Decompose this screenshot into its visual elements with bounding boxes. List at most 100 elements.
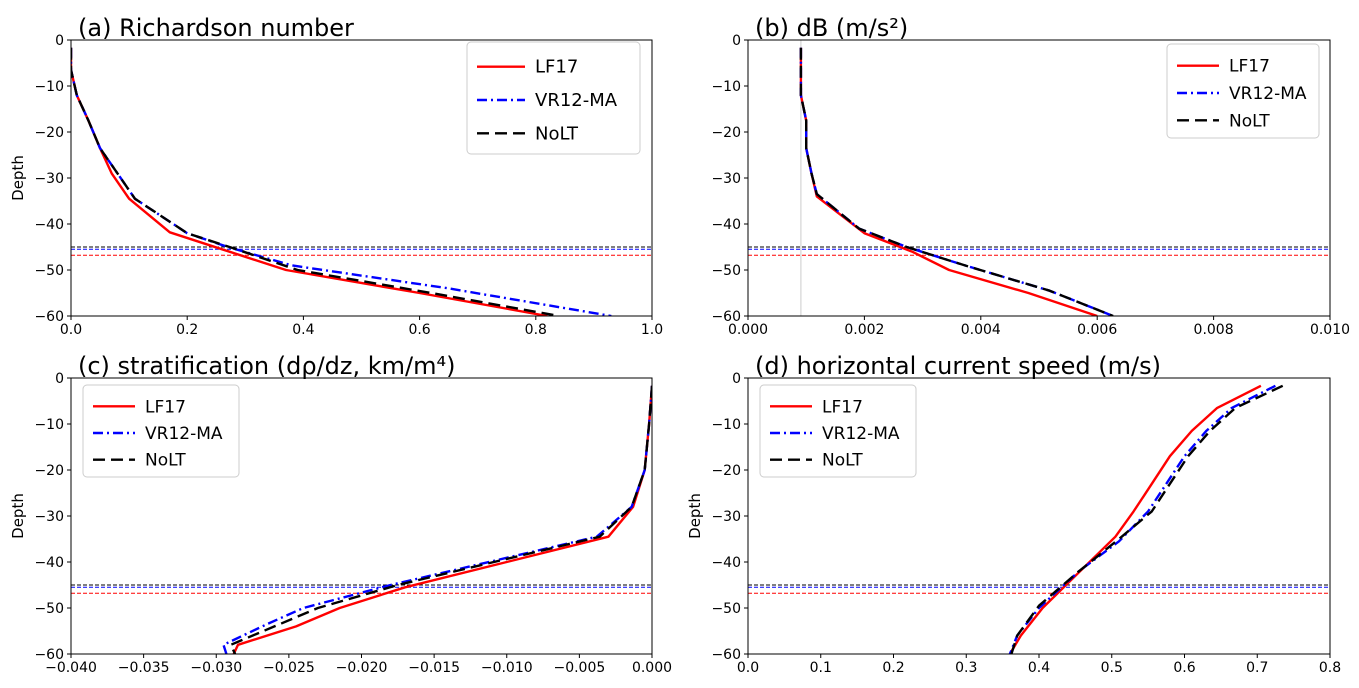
legend-label-nolt: NoLT	[535, 123, 579, 144]
series-line-lf17	[232, 385, 652, 654]
series-line-nolt	[71, 47, 560, 316]
legend: LF17 VR12-MA NoLT	[466, 41, 641, 155]
x-tick-label: −0.015	[408, 660, 460, 676]
x-tick-label: 0.004	[961, 322, 1001, 338]
chart-panel-2: −0.040 −0.035 −0.030 −0.025 −0.020 −0.015 −0.0…	[9, 352, 672, 676]
y-tick-label: −60	[711, 309, 741, 325]
y-tick-label: −60	[711, 647, 741, 663]
y-tick-label: −40	[34, 217, 64, 233]
legend-label-lf17: LF17	[145, 397, 186, 417]
x-tick-label: −0.005	[553, 660, 605, 676]
x-tick-label: −0.040	[45, 660, 97, 676]
y-tick-label: −40	[711, 217, 741, 233]
x-tick-label: −0.035	[118, 660, 170, 676]
series-line-lf17	[1008, 384, 1262, 654]
x-tick-label: 0.5	[1101, 660, 1123, 676]
chart-panel-0: 0.0 0.2 0.4 0.6 0.8 1.0 0 −10 −20 −30 −40 −50 −60 Dep…	[9, 14, 663, 338]
y-tick-label: −20	[711, 125, 741, 141]
y-tick-label: −40	[34, 555, 64, 571]
chart-panel-1: 0.000 0.002 0.004 0.006 0.008 0.010 0 −10 −20 −30…	[711, 14, 1350, 338]
x-tick-label: 0.8	[525, 322, 547, 338]
panel-title: (b) dB (m/s²)	[755, 14, 908, 42]
x-tick-label: 0.2	[176, 322, 198, 338]
x-tick-label: 0.4	[292, 322, 314, 338]
y-tick-label: −30	[711, 171, 741, 187]
legend-box	[1166, 43, 1320, 139]
legend-box	[759, 384, 917, 478]
legend-label-vr12-ma: VR12-MA	[535, 90, 618, 111]
x-tick-label: 0.000	[728, 322, 768, 338]
x-tick-label: 0.6	[408, 322, 430, 338]
x-tick-label: 0.8	[1319, 660, 1341, 676]
y-tick-label: −50	[34, 263, 64, 279]
legend-box	[82, 384, 240, 478]
y-axis-label: Depth	[686, 493, 704, 539]
series-line-nolt	[229, 385, 652, 654]
y-tick-label: −50	[711, 601, 741, 617]
x-tick-label: 0.7	[1246, 660, 1268, 676]
y-tick-label: −30	[34, 509, 64, 525]
legend: LF17 VR12-MA NoLT	[1166, 43, 1320, 139]
legend-label-lf17: LF17	[535, 57, 578, 78]
y-tick-label: −50	[711, 263, 741, 279]
x-tick-label: −0.030	[190, 660, 242, 676]
x-tick-label: −0.025	[263, 660, 315, 676]
legend-label-nolt: NoLT	[145, 451, 186, 471]
x-tick-label: −0.010	[481, 660, 533, 676]
series-line-lf17	[799, 47, 1098, 316]
x-tick-label: 0.008	[1194, 322, 1234, 338]
series-line-vr12-ma	[799, 47, 1114, 316]
y-tick-label: −50	[34, 601, 64, 617]
legend-box	[466, 41, 641, 155]
y-tick-label: 0	[732, 33, 741, 49]
legend: LF17 VR12-MA NoLT	[82, 384, 240, 478]
x-tick-label: 0.0	[737, 660, 759, 676]
y-tick-label: −10	[34, 79, 64, 95]
legend-label-vr12-ma: VR12-MA	[822, 424, 900, 444]
y-tick-label: −10	[711, 79, 741, 95]
y-tick-label: 0	[732, 371, 741, 387]
x-tick-label: 0.3	[955, 660, 977, 676]
legend-label-lf17: LF17	[1229, 57, 1270, 77]
y-tick-label: −40	[711, 555, 741, 571]
x-tick-label: 0.010	[1310, 322, 1350, 338]
x-tick-label: 0.0	[60, 322, 82, 338]
panel-title: (a) Richardson number	[78, 14, 354, 42]
legend: LF17 VR12-MA NoLT	[759, 384, 917, 478]
x-tick-label: 0.000	[632, 660, 672, 676]
y-axis-label: Depth	[9, 493, 27, 539]
y-tick-label: −10	[34, 417, 64, 433]
legend-label-vr12-ma: VR12-MA	[145, 424, 223, 444]
y-tick-label: −30	[34, 171, 64, 187]
y-tick-label: −30	[711, 509, 741, 525]
x-tick-label: 1.0	[641, 322, 663, 338]
y-tick-label: −10	[711, 417, 741, 433]
y-tick-label: 0	[55, 371, 64, 387]
series-line-vr12-ma	[222, 385, 652, 654]
panel-title: (c) stratification (dρ/dz, km/m⁴)	[78, 352, 455, 380]
x-tick-label: 0.1	[810, 660, 832, 676]
series-line-nolt	[799, 47, 1114, 316]
plot-area	[748, 384, 1330, 654]
y-axis-label: Depth	[9, 155, 27, 201]
panel-title: (d) horizontal current speed (m/s)	[755, 352, 1161, 380]
y-tick-label: −20	[34, 463, 64, 479]
x-tick-label: 0.2	[882, 660, 904, 676]
legend-label-nolt: NoLT	[1229, 111, 1270, 131]
legend-label-lf17: LF17	[822, 397, 863, 417]
y-tick-label: −20	[34, 125, 64, 141]
legend-label-vr12-ma: VR12-MA	[1229, 84, 1307, 104]
legend-label-nolt: NoLT	[822, 451, 863, 471]
x-tick-label: 0.006	[1077, 322, 1117, 338]
series-line-nolt	[1010, 384, 1284, 654]
y-tick-label: −20	[711, 463, 741, 479]
x-tick-label: 0.4	[1028, 660, 1050, 676]
plot-area	[748, 40, 1330, 316]
x-tick-label: 0.6	[1173, 660, 1195, 676]
y-tick-label: −60	[34, 309, 64, 325]
chart-panel-3: 0.0 0.1 0.2 0.3 0.4 0.5 0.6 0.7 0.8 0 −10 −20 −30 −40…	[686, 352, 1341, 676]
plot-area	[71, 385, 652, 654]
x-tick-label: 0.002	[844, 322, 884, 338]
y-tick-label: −60	[34, 647, 64, 663]
